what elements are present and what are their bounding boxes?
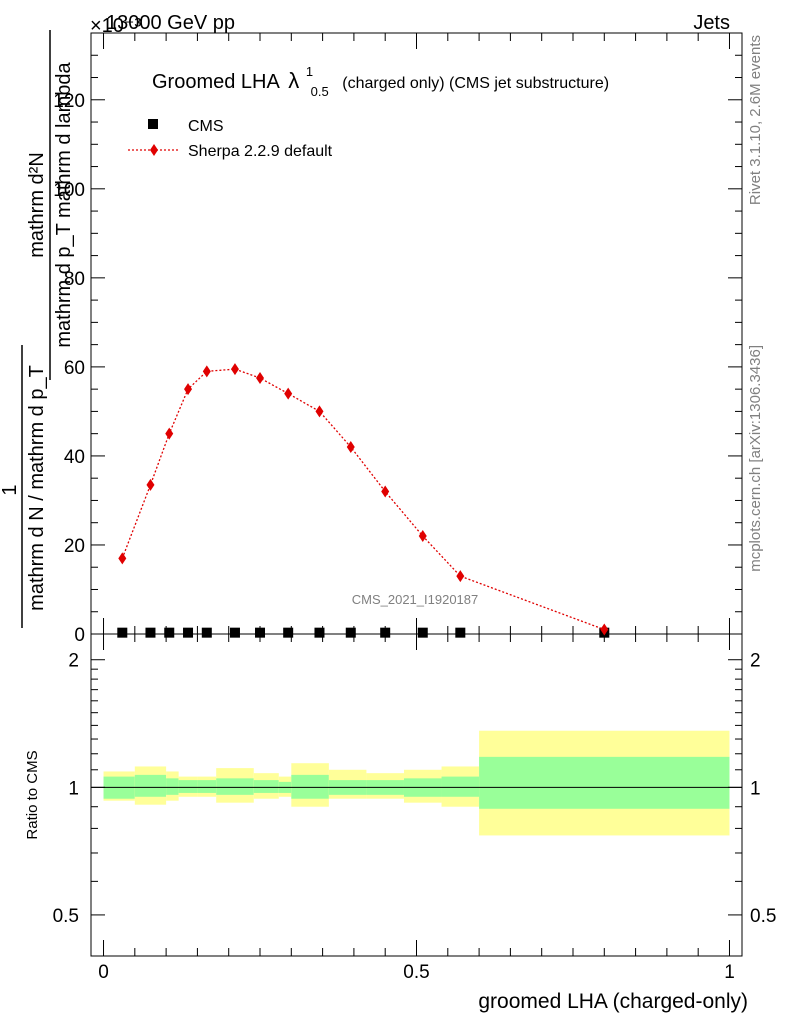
sherpa-point	[118, 552, 127, 565]
main-y-tick-label: 120	[53, 91, 85, 112]
sherpa-point	[600, 623, 609, 636]
sherpa-point	[381, 485, 390, 498]
title-main: Groomed LHA	[152, 71, 280, 93]
ratio-band-inner	[253, 780, 279, 793]
exponent-label: ×10⁻³	[90, 15, 141, 37]
cms-point	[283, 627, 294, 638]
title-subscript: 0.5	[311, 84, 329, 99]
title-superscript: 1	[306, 64, 313, 79]
ylabel-prefactor-numerator: 1	[0, 484, 21, 495]
ratio-band-inner	[216, 778, 254, 795]
main-y-tick-label: 0	[74, 625, 85, 646]
watermark: CMS_2021_I1920187	[352, 592, 479, 607]
cms-point	[255, 627, 266, 638]
ylabel-numerator: mathrm d²N	[26, 152, 48, 258]
sherpa-line	[121, 368, 605, 631]
main-y-tick-label: 60	[64, 358, 85, 379]
ratio-band-inner	[178, 780, 198, 793]
sherpa-point	[146, 478, 155, 491]
cms-point	[164, 627, 175, 638]
x-tick-label: 0.5	[403, 962, 429, 983]
ratio-band-inner	[197, 780, 217, 793]
cms-point	[380, 627, 391, 638]
main-y-ticks: 0 20 40 60 80 100 120	[53, 54, 742, 646]
main-y-tick-label: 80	[64, 269, 85, 290]
sherpa-series	[118, 363, 609, 636]
ratio-y-tick-label-right: 0.5	[750, 906, 776, 927]
energy-label: 13000 GeV pp	[106, 12, 235, 34]
x-tick-label: 1	[724, 962, 735, 983]
sherpa-point	[184, 383, 193, 396]
cms-point	[455, 627, 466, 638]
sherpa-point	[315, 405, 324, 418]
cms-point	[229, 627, 240, 638]
ratio-y-tick-label: 1	[68, 778, 79, 799]
ratio-ylabel: Ratio to CMS	[24, 750, 41, 839]
x-ticks: 0 0.5 1	[98, 33, 735, 983]
ratio-bands	[103, 730, 730, 836]
sherpa-point	[418, 530, 427, 543]
ratio-band-inner	[291, 774, 329, 799]
rivet-label: Rivet 3.1.10, 2.6M events	[747, 35, 764, 205]
category-label: Jets	[693, 12, 730, 34]
ratio-y-tick-label-right: 2	[750, 651, 761, 672]
cms-point	[183, 627, 194, 638]
main-y-tick-label: 40	[64, 447, 85, 468]
ratio-band-inner	[441, 776, 480, 797]
x-tick-label: 0	[98, 962, 109, 983]
sherpa-point	[284, 387, 293, 400]
ylabel-prefactor-denominator: mathrm d N / mathrm d p_T	[26, 365, 48, 611]
cms-point	[314, 627, 325, 638]
sherpa-point	[456, 570, 465, 583]
legend-cms-label: CMS	[188, 118, 224, 135]
main-y-tick-label: 100	[53, 180, 85, 201]
ratio-y-tick-label-right: 1	[750, 778, 761, 799]
mcplots-label: mcplots.cern.ch [arXiv:1306.3436]	[747, 345, 764, 572]
ratio-band-inner	[166, 778, 179, 795]
cms-point	[117, 627, 128, 638]
title-symbol: λ	[288, 68, 299, 93]
sherpa-point	[346, 441, 355, 454]
main-y-tick-label: 20	[64, 536, 85, 557]
sherpa-point	[230, 363, 239, 376]
ratio-y-ticks: 0.5 0.5 1 1 2 2	[53, 651, 777, 927]
sherpa-point	[202, 365, 211, 378]
title-rest: (charged only) (CMS jet substructure)	[342, 75, 609, 92]
cms-point	[345, 627, 356, 638]
svg-text:Groomed LHA λ 1 0.: Groomed LHA λ 1 0.5 (charged only) (CMS …	[152, 59, 609, 101]
xlabel: groomed LHA (charged-only)	[478, 990, 748, 1013]
legend-sherpa-label: Sherpa 2.2.9 default	[188, 143, 333, 160]
legend-sherpa-marker	[150, 144, 158, 156]
cms-point	[201, 627, 212, 638]
cms-series	[117, 627, 610, 638]
cms-point	[417, 627, 428, 638]
ylabel-denominator: mathrm d p_T mathrm d lambda	[53, 61, 75, 347]
ratio-y-tick-label: 2	[68, 651, 79, 672]
ratio-band-inner	[479, 756, 730, 809]
sherpa-point	[256, 372, 265, 385]
legend-cms-marker	[148, 119, 158, 129]
ratio-y-tick-label: 0.5	[53, 906, 79, 927]
sherpa-point	[165, 427, 174, 440]
ratio-band-inner	[134, 774, 167, 797]
cms-point	[145, 627, 156, 638]
